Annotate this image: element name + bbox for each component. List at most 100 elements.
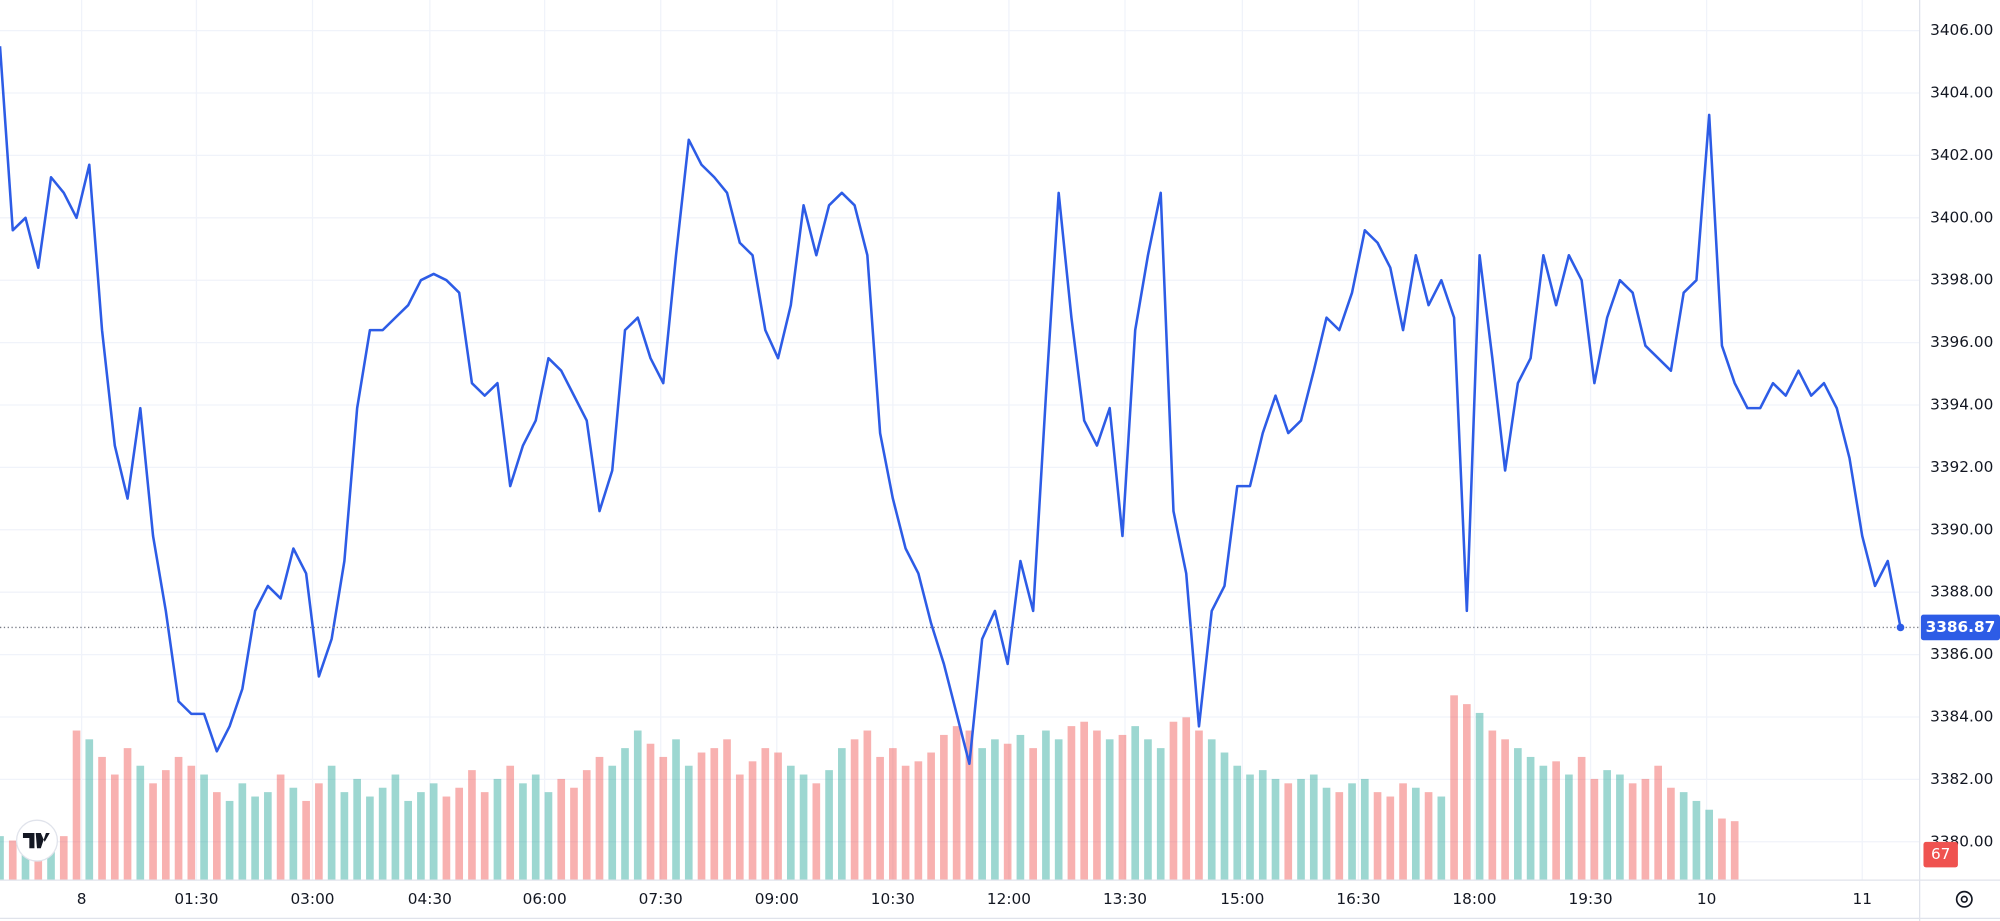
- x-tick-label: 13:30: [1103, 890, 1147, 908]
- volume-bar: [582, 770, 591, 881]
- volume-bar: [85, 739, 94, 881]
- volume-bar: [621, 748, 629, 881]
- volume-bar: [646, 743, 655, 881]
- volume-bar: [697, 752, 706, 881]
- volume-bar: [149, 783, 157, 881]
- y-tick-label: 3400.00: [1930, 208, 1993, 226]
- settings-button[interactable]: [1955, 890, 1973, 908]
- volume-bar: [1156, 748, 1165, 881]
- y-tick-label: 3386.00: [1930, 645, 1993, 663]
- volume-bar: [1616, 774, 1624, 881]
- volume-bar: [1399, 783, 1407, 881]
- volume-bar: [1450, 695, 1458, 881]
- volume-bar: [1705, 809, 1714, 881]
- volume-bar: [1169, 721, 1178, 881]
- volume-bar: [1718, 818, 1726, 881]
- volume-bar: [378, 787, 387, 881]
- logo-mark[interactable]: [22, 832, 50, 849]
- grid: [0, 0, 1920, 881]
- volume-bar: [1424, 792, 1433, 881]
- y-tick-label: 3390.00: [1930, 520, 1993, 538]
- tradingview-logo[interactable]: [15, 819, 59, 862]
- gear-inner[interactable]: [1960, 895, 1968, 903]
- volume-bar: [468, 770, 476, 881]
- volume-bar: [1220, 752, 1229, 881]
- volume-bar: [557, 778, 566, 881]
- volume-bar: [391, 774, 400, 881]
- volume-bar: [723, 739, 731, 881]
- volume-bar: [519, 783, 527, 881]
- volume-bar: [1016, 734, 1025, 881]
- volume-bar: [429, 783, 438, 881]
- volume-bar: [1284, 783, 1293, 881]
- volume-bar: [1411, 787, 1420, 881]
- volume-bar: [1577, 756, 1586, 881]
- volume-bar: [0, 836, 4, 881]
- volume-bar: [1080, 721, 1089, 881]
- volume-bar: [302, 800, 310, 881]
- volume-bar: [544, 792, 553, 881]
- volume-bar: [1207, 739, 1216, 881]
- volume-bar: [187, 765, 196, 881]
- volume-bar: [991, 739, 999, 881]
- volume-bar: [1590, 778, 1599, 881]
- volume-bar: [1118, 734, 1127, 881]
- volume-bar: [136, 765, 145, 881]
- volume-bar: [161, 770, 170, 881]
- volume-bar: [1488, 730, 1497, 881]
- y-tick-label: 3404.00: [1930, 84, 1993, 102]
- axes: 3380.003382.003384.003386.003388.003390.…: [0, 21, 2000, 908]
- volume-bar: [659, 756, 668, 881]
- volume-bar: [1539, 765, 1548, 881]
- volume-bar: [735, 774, 744, 881]
- volume-bar: [710, 748, 719, 881]
- volume-bar: [1437, 796, 1446, 881]
- volume-bar: [8, 840, 17, 881]
- x-tick-label: 15:00: [1220, 890, 1264, 908]
- last-price-dot: [1896, 623, 1905, 632]
- volume-bar: [213, 792, 221, 881]
- volume-bar: [442, 796, 451, 881]
- volume-bar: [672, 739, 680, 881]
- volume-bar: [812, 783, 821, 881]
- last-price-label: 3386.87: [1926, 618, 1996, 636]
- volume-bar: [455, 787, 464, 881]
- x-tick-label: 19:30: [1569, 890, 1613, 908]
- volume-bar: [1360, 778, 1369, 881]
- volume-bar: [1335, 792, 1344, 881]
- volume-bar: [1679, 792, 1688, 881]
- gear-outer[interactable]: [1955, 890, 1973, 908]
- volume-bar: [353, 778, 361, 881]
- volume-bar: [1603, 770, 1611, 881]
- volume-bar: [1258, 770, 1267, 881]
- volume-bar: [1029, 748, 1037, 881]
- volume-label: 67: [1931, 845, 1950, 863]
- y-tick-label: 3384.00: [1930, 707, 1993, 725]
- volume-bar: [174, 756, 183, 881]
- volume-bar: [1246, 774, 1254, 881]
- x-tick-label: 06:00: [523, 890, 567, 908]
- volume-bar: [850, 739, 859, 881]
- volume-bar: [531, 774, 540, 881]
- volume-bar: [1322, 787, 1331, 881]
- x-tick-label: 10:30: [871, 890, 915, 908]
- volume-bar: [914, 761, 923, 881]
- volume-bar: [1144, 739, 1152, 881]
- x-tick-label: 04:30: [408, 890, 452, 908]
- volume-bar: [110, 774, 119, 881]
- volume-bar: [952, 726, 961, 881]
- volume-bar: [1309, 774, 1318, 881]
- volume-bar: [1067, 726, 1076, 881]
- volume-bar: [98, 756, 106, 881]
- volume-bar: [1514, 748, 1522, 881]
- last-price-box: [1920, 614, 2000, 641]
- volume-bar: [863, 730, 872, 881]
- volume-bar: [1373, 792, 1382, 881]
- volume-bar: [1628, 783, 1637, 881]
- volume-bar: [684, 765, 693, 881]
- volume-bar: [889, 748, 897, 881]
- volume-bar: [1730, 821, 1739, 881]
- volume-bar: [315, 783, 323, 881]
- volume-bar: [238, 783, 247, 881]
- volume-bar: [1003, 743, 1012, 881]
